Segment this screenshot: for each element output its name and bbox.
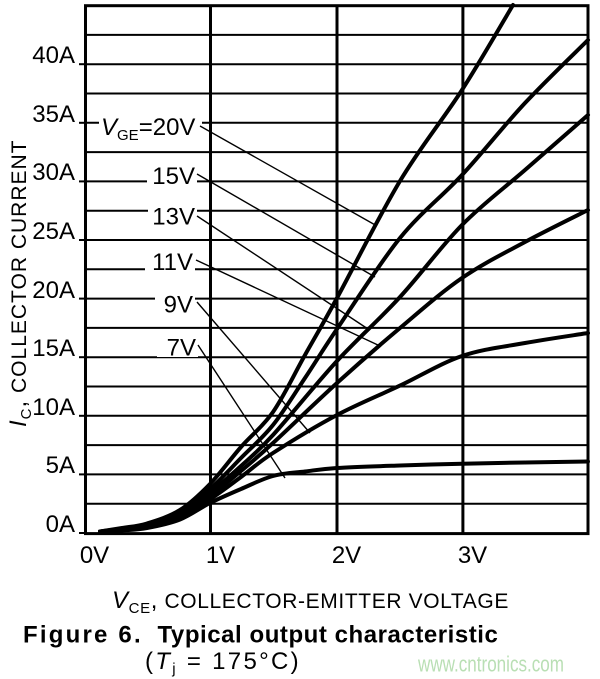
- svg-text:1V: 1V: [206, 542, 235, 569]
- svg-text:25A: 25A: [32, 218, 75, 245]
- svg-text:2V: 2V: [332, 542, 361, 569]
- svg-text:40A: 40A: [32, 42, 75, 69]
- svg-text:9V: 9V: [164, 292, 193, 319]
- svg-text:VGE=20V: VGE=20V: [101, 114, 195, 144]
- svg-text:IC, COLLECTOR CURRENT: IC, COLLECTOR CURRENT: [5, 140, 35, 428]
- svg-text:www.cntronics.com: www.cntronics.com: [417, 652, 564, 677]
- svg-text:Figure 6.: Figure 6.: [23, 622, 143, 649]
- svg-text:15A: 15A: [32, 335, 75, 362]
- svg-text:30A: 30A: [32, 159, 75, 186]
- svg-text:35A: 35A: [32, 101, 75, 128]
- svg-text:13V: 13V: [152, 204, 195, 231]
- svg-text:(Tj = 175°C): (Tj = 175°C): [145, 648, 301, 678]
- svg-text:0A: 0A: [46, 511, 75, 538]
- svg-text:3V: 3V: [458, 542, 487, 569]
- svg-text:10A: 10A: [32, 394, 75, 421]
- svg-text:VCE, COLLECTOR-EMITTER VOLTAG: VCE, COLLECTOR-EMITTER VOLTAGE: [112, 587, 509, 617]
- svg-text:0V: 0V: [80, 542, 109, 569]
- svg-text:7V: 7V: [167, 335, 196, 362]
- svg-text:Typical output characteristic: Typical output characteristic: [158, 622, 499, 649]
- svg-text:15V: 15V: [152, 163, 195, 190]
- svg-text:11V: 11V: [152, 249, 193, 276]
- svg-text:5A: 5A: [46, 452, 75, 479]
- svg-text:20A: 20A: [32, 277, 75, 304]
